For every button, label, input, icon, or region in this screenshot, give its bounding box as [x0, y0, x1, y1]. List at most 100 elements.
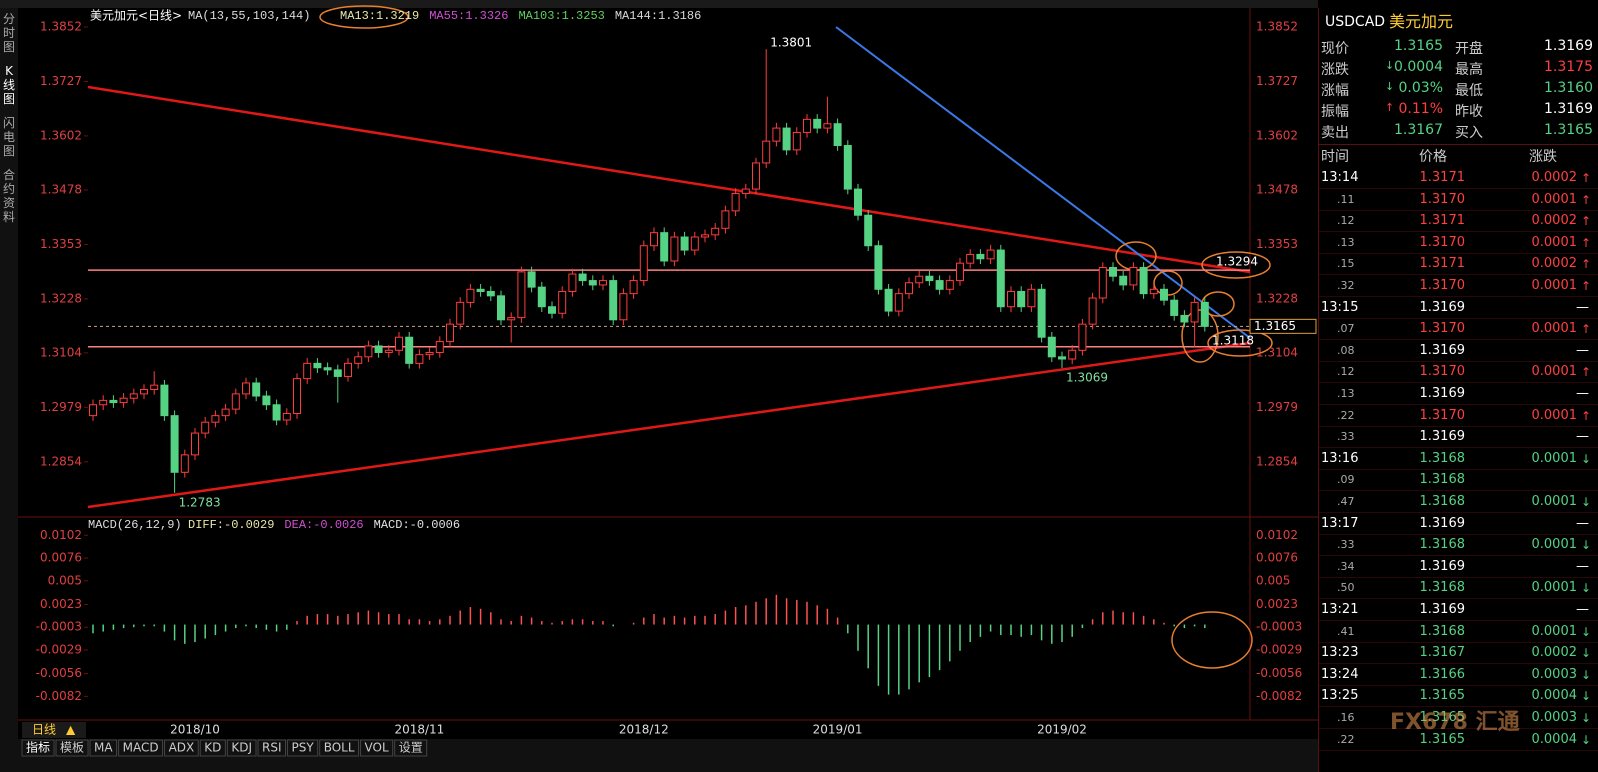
y-tick-label: 1.2854 — [1256, 454, 1298, 468]
candle-body — [721, 210, 730, 229]
quote-label: 最高 — [1455, 62, 1483, 78]
period[interactable]: 日线 — [32, 723, 56, 737]
candle-body — [1190, 301, 1199, 323]
highlight — [319, 5, 409, 29]
y-tick-label: 0.005 — [48, 573, 82, 587]
bottom-tab[interactable]: VOL — [365, 741, 389, 755]
side-tab[interactable]: K线图 — [2, 64, 15, 106]
candle-body — [680, 236, 689, 251]
candle-body — [905, 282, 913, 295]
quote-label: 涨幅 — [1321, 83, 1349, 99]
side-tab[interactable]: 合约资料 — [2, 168, 15, 224]
bottom-tab[interactable]: KDJ — [231, 741, 252, 755]
tick-time: .16 — [1337, 711, 1355, 724]
tick-time: .47 — [1337, 495, 1355, 508]
candle-body — [333, 369, 342, 377]
tick-row-line — [1319, 663, 1598, 665]
y-tick-label: 1.3104 — [40, 345, 82, 359]
tick-row-line — [1319, 404, 1598, 405]
candle-body — [1098, 267, 1107, 299]
candle-body — [1007, 290, 1015, 308]
candle-body — [731, 192, 740, 212]
tick-price: 1.3168 — [1419, 580, 1466, 596]
chart-area: 美元加元<日线> MA(13,55,103,144) MACD(26,12,9)… — [0, 0, 1318, 772]
tick-price: 1.3169 — [1419, 342, 1466, 358]
macd-legend: DEA:-0.0026 — [284, 518, 363, 532]
bottom-tab[interactable]: 指标 — [26, 740, 50, 755]
tick-price: 1.3168 — [1419, 623, 1466, 639]
y-tick-label: 1.3228 — [40, 291, 82, 305]
candle-body — [119, 397, 128, 404]
y-tick-label: 1.3727 — [40, 74, 82, 88]
tick-price: 1.3170 — [1419, 407, 1466, 423]
tick-row-line — [1319, 188, 1598, 189]
bottom-tab[interactable]: KD — [204, 741, 221, 755]
y-tick-label: 1.3478 — [1256, 182, 1298, 196]
tab-border — [89, 739, 118, 757]
quote-value: 1.3175 — [1544, 59, 1593, 75]
candle-body — [1200, 301, 1209, 327]
candle-body — [568, 273, 577, 292]
candle-body — [1109, 267, 1117, 277]
tick-row-line — [1319, 468, 1598, 470]
tick-row-line — [1319, 641, 1598, 643]
ma-legend: MA144:1.3186 — [615, 9, 701, 23]
bottom-tab[interactable]: PSY — [292, 741, 315, 755]
candle-body — [364, 345, 373, 358]
tab-border — [199, 739, 226, 757]
candle-body — [956, 262, 964, 282]
y-tick-label: -0.0029 — [36, 642, 82, 656]
bottom-tab[interactable]: 模板 — [60, 741, 84, 755]
bottom-tab[interactable]: ADX — [169, 741, 195, 755]
tick-row-line — [1319, 533, 1598, 535]
candle-body — [211, 415, 220, 423]
tick-arrow: ↑ — [1581, 322, 1592, 337]
y-tick-label: 0.0076 — [40, 551, 82, 565]
quote-value: 1.3169 — [1544, 38, 1593, 54]
quote-value: 1.3165 — [1394, 38, 1443, 54]
tick-row-line — [1319, 576, 1598, 578]
bottom-tab[interactable]: 设置 — [399, 741, 423, 755]
tick-row-line — [1319, 209, 1598, 211]
candle-body — [99, 399, 108, 406]
side-tab[interactable]: 闪电图 — [2, 116, 15, 158]
tick-time: 13:15 — [1321, 299, 1359, 315]
candle-body — [1058, 356, 1066, 360]
bottom-tab[interactable]: MA — [94, 741, 113, 755]
tick-time: .32 — [1337, 279, 1355, 292]
quote-label: 卖出 — [1321, 125, 1349, 141]
candle-body — [711, 227, 720, 236]
tick-arrow: ↓ — [1581, 732, 1592, 747]
candle-body — [1180, 314, 1189, 323]
tick-change: 0.0004 — [1531, 688, 1578, 704]
y-tick-label: 1.3727 — [1256, 74, 1298, 88]
tick-price: 1.3171 — [1419, 213, 1466, 229]
quote-value: 1.3160 — [1544, 80, 1593, 96]
tick-change: 0.0001 — [1531, 321, 1578, 337]
candle-body — [701, 234, 709, 238]
tick-row-line — [1319, 512, 1598, 513]
tick-time: .22 — [1337, 732, 1355, 746]
tick-row-line — [1319, 598, 1598, 600]
y-tick-label: 1.3353 — [40, 237, 82, 251]
bottom-tab[interactable]: MACD — [123, 741, 159, 755]
period-box[interactable] — [22, 722, 86, 738]
candle-body — [1139, 267, 1148, 295]
candle-body — [507, 317, 516, 321]
x-tick-label: 2018/10 — [170, 723, 220, 737]
candle-body — [772, 127, 781, 142]
y-tick-label: 1.2979 — [1256, 400, 1298, 414]
quote-label: 昨收 — [1455, 104, 1483, 120]
bottom-tab[interactable]: RSI — [262, 741, 282, 755]
tab-border — [55, 739, 89, 757]
tick-change: 0.0002 — [1531, 256, 1578, 272]
highlight — [1207, 329, 1273, 357]
quote-label: 开盘 — [1455, 41, 1483, 57]
side-tab[interactable]: 分时图 — [2, 12, 15, 54]
bottom-tab[interactable]: BOLL — [324, 741, 355, 755]
tick-change: 0.0001 — [1531, 278, 1578, 293]
y-tick-label: 1.3228 — [1256, 291, 1298, 305]
tick-change: — — [1576, 602, 1589, 617]
low-label: 1.3069 — [1066, 371, 1108, 385]
tick-arrow: ↑ — [1581, 235, 1592, 250]
